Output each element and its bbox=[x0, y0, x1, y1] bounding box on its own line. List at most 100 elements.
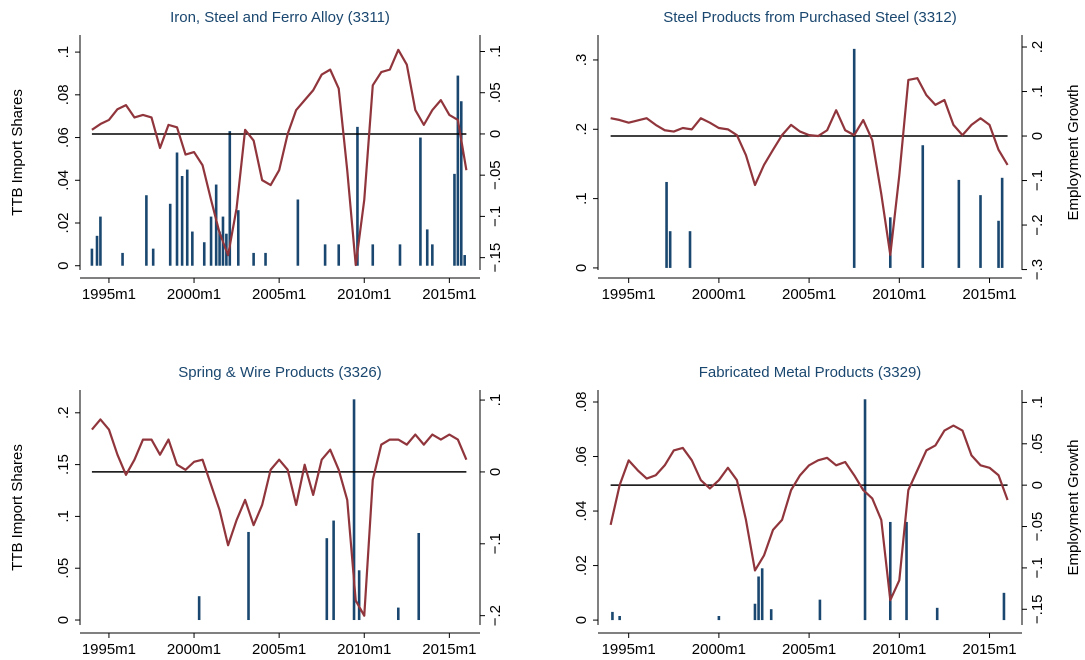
y2-tick-label: −.05 bbox=[487, 160, 504, 190]
y-tick-label: .02 bbox=[573, 555, 590, 576]
y2-tick-label: .2 bbox=[1029, 41, 1046, 54]
x-tick-label: 1995m1 bbox=[602, 641, 656, 658]
panel-title: Fabricated Metal Products (3329) bbox=[699, 364, 922, 381]
x-tick-label: 2010m1 bbox=[337, 641, 391, 658]
y2-tick-label: −.1 bbox=[487, 206, 504, 227]
y2-tick-label: 0 bbox=[1029, 132, 1046, 140]
y2-tick-label: −.1 bbox=[1029, 557, 1046, 578]
bar bbox=[332, 520, 335, 621]
bar bbox=[888, 217, 892, 268]
y2-tick-label: 0 bbox=[487, 468, 504, 476]
bar bbox=[753, 603, 757, 621]
bar bbox=[957, 179, 961, 268]
x-tick-label: 2005m1 bbox=[252, 641, 306, 658]
bar bbox=[396, 607, 400, 621]
bar bbox=[323, 244, 327, 266]
y2-tick-label: .05 bbox=[487, 82, 504, 103]
bar bbox=[769, 609, 773, 621]
bar bbox=[456, 75, 460, 266]
bar bbox=[209, 216, 213, 266]
bar bbox=[252, 252, 255, 266]
y-tick-label: .06 bbox=[573, 446, 590, 467]
y-tick-label: .04 bbox=[573, 501, 590, 522]
y2-tick-label: 0 bbox=[1029, 481, 1046, 489]
bar bbox=[151, 248, 155, 266]
x-tick-label: 2015m1 bbox=[962, 641, 1016, 658]
bar bbox=[997, 220, 1000, 268]
bar bbox=[1000, 177, 1004, 268]
bar bbox=[191, 231, 194, 266]
y2-tick-label: .1 bbox=[1029, 85, 1046, 98]
bar bbox=[175, 152, 179, 266]
bar bbox=[431, 244, 434, 266]
y2-tick-label: −.15 bbox=[1029, 594, 1046, 624]
y-tick-label: .04 bbox=[55, 170, 72, 191]
bar bbox=[818, 599, 822, 621]
bar bbox=[264, 252, 267, 266]
x-tick-label: 1995m1 bbox=[82, 286, 136, 303]
bar bbox=[459, 101, 463, 266]
employment-line bbox=[91, 48, 468, 267]
y2-tick-label: −.3 bbox=[1029, 259, 1046, 280]
bar bbox=[202, 242, 206, 266]
bar bbox=[979, 195, 982, 268]
x-tick-label: 2005m1 bbox=[782, 286, 836, 303]
y-tick-label: 0 bbox=[573, 616, 590, 624]
bar bbox=[935, 607, 939, 621]
bar bbox=[296, 199, 300, 266]
y2-tick-label: −.2 bbox=[487, 605, 504, 626]
x-tick-label: 2000m1 bbox=[167, 286, 221, 303]
bar bbox=[371, 244, 375, 266]
bar bbox=[888, 521, 892, 621]
bar bbox=[863, 399, 867, 621]
y2-tick-label: .1 bbox=[1029, 396, 1046, 409]
y-tick-label: 0 bbox=[573, 264, 590, 272]
y-tick-label: .1 bbox=[573, 192, 590, 205]
y2-tick-label: .05 bbox=[1029, 433, 1046, 454]
y2-tick-label: .1 bbox=[487, 394, 504, 407]
bar bbox=[214, 184, 218, 266]
y2-tick-label: 0 bbox=[487, 130, 504, 138]
y2-tick-label: −.1 bbox=[487, 533, 504, 554]
y2-tick-label: −.05 bbox=[1029, 512, 1046, 542]
bar bbox=[665, 181, 668, 268]
bar bbox=[197, 596, 201, 621]
bar bbox=[417, 532, 421, 621]
y-tick-label: .15 bbox=[55, 454, 72, 475]
bar bbox=[717, 616, 721, 621]
bar bbox=[180, 176, 184, 266]
bar bbox=[228, 131, 232, 266]
y-tick-label: .3 bbox=[573, 54, 590, 67]
bar bbox=[337, 244, 341, 266]
bar bbox=[668, 231, 672, 268]
x-tick-label: 1995m1 bbox=[602, 286, 656, 303]
bar bbox=[247, 531, 250, 621]
employment-line bbox=[609, 424, 1009, 602]
bar bbox=[185, 169, 189, 266]
y-tick-label: .02 bbox=[55, 213, 72, 234]
bar bbox=[398, 244, 402, 266]
x-tick-label: 2005m1 bbox=[252, 286, 306, 303]
y2-tick-label: −.2 bbox=[1029, 214, 1046, 235]
y-tick-label: .2 bbox=[55, 407, 72, 420]
x-tick-label: 2005m1 bbox=[782, 641, 836, 658]
x-tick-label: 2000m1 bbox=[692, 641, 746, 658]
x-tick-label: 2015m1 bbox=[962, 286, 1016, 303]
y-axis-title: TTB Import Shares bbox=[9, 89, 26, 216]
y-tick-label: .2 bbox=[573, 123, 590, 136]
bar bbox=[168, 203, 172, 266]
bar bbox=[145, 195, 148, 266]
y2-tick-label: −.15 bbox=[487, 243, 504, 273]
bar bbox=[425, 229, 429, 266]
y2-axis-title: Employment Growth bbox=[1065, 440, 1082, 576]
bar bbox=[325, 538, 329, 621]
y-tick-label: .1 bbox=[55, 510, 72, 523]
bar bbox=[236, 210, 240, 266]
y-axis-title: TTB Import Shares bbox=[9, 444, 26, 571]
bar bbox=[688, 231, 692, 268]
bar bbox=[453, 173, 456, 266]
x-tick-label: 1995m1 bbox=[82, 641, 136, 658]
y-tick-label: 0 bbox=[55, 262, 72, 270]
x-tick-label: 2010m1 bbox=[872, 641, 926, 658]
